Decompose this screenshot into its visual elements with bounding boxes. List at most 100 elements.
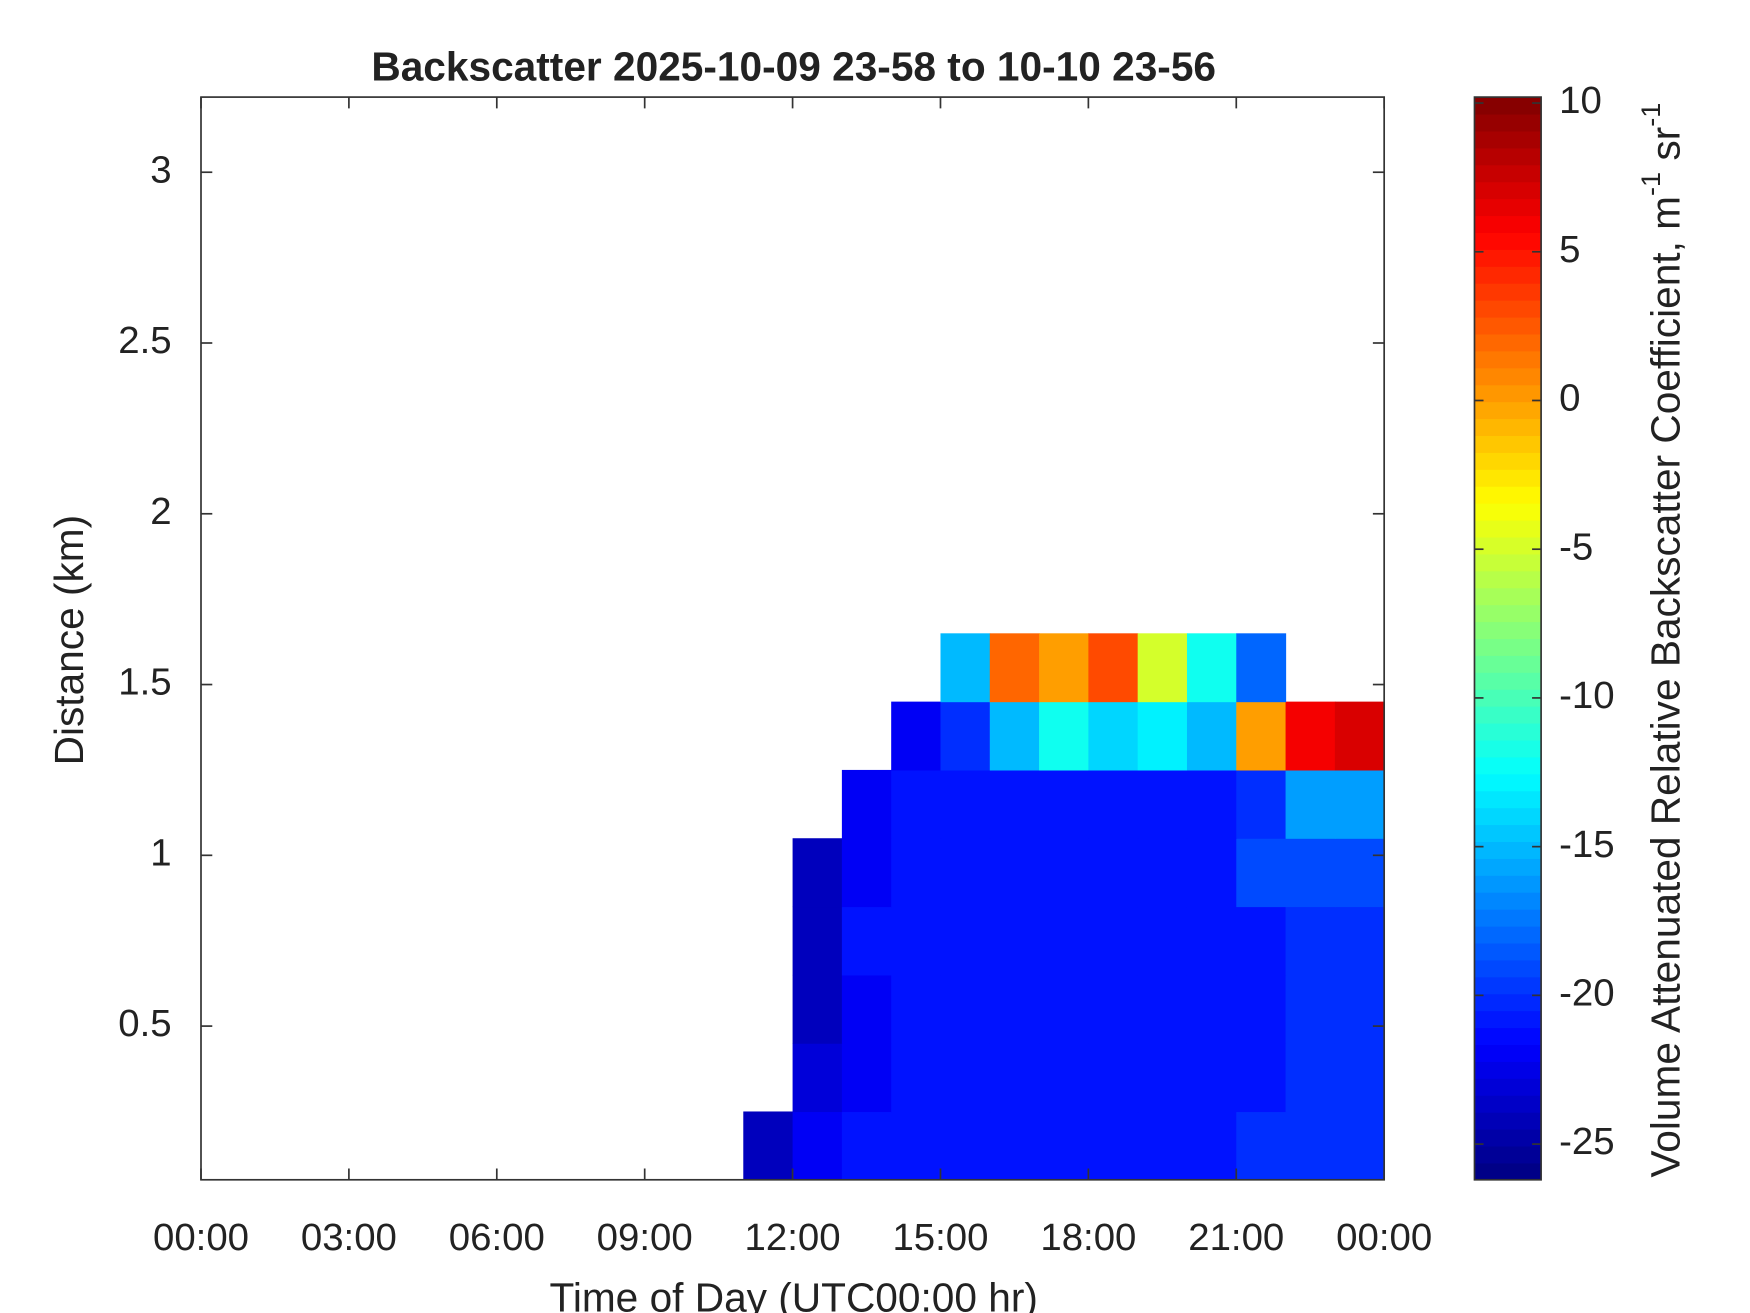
x-tick-label: 00:00 <box>153 1216 249 1259</box>
heatmap-cell <box>891 1111 942 1180</box>
colorbar-label-sup: -1 <box>1635 103 1666 127</box>
colorbar-swatch <box>1474 1078 1542 1096</box>
colorbar-swatch <box>1474 147 1542 166</box>
colorbar-swatch <box>1474 130 1542 149</box>
heatmap-cell <box>940 906 991 976</box>
colorbar-swatch <box>1474 875 1542 893</box>
colorbar-swatch <box>1474 723 1542 741</box>
colorbar-swatch <box>1474 570 1542 589</box>
colorbar-swatch <box>1474 1027 1542 1046</box>
heatmap-cell <box>989 974 1040 1044</box>
x-tick-label: 21:00 <box>1188 1216 1284 1259</box>
heatmap-cell <box>1088 906 1139 976</box>
colorbar-swatch <box>1474 807 1542 826</box>
heatmap-cell <box>1039 838 1089 908</box>
heatmap-cell <box>1186 769 1237 839</box>
heatmap-cell <box>891 906 942 976</box>
x-tick-label: 15:00 <box>892 1216 988 1259</box>
colorbar-swatch <box>1474 1145 1542 1164</box>
heatmap-cell <box>1039 633 1089 703</box>
colorbar-swatch <box>1474 283 1542 301</box>
colorbar-swatch <box>1474 469 1542 487</box>
x-tick-label: 18:00 <box>1040 1216 1136 1259</box>
colorbar-label-sup: -1 <box>1635 172 1666 196</box>
colorbar-tick-label: -10 <box>1559 674 1614 717</box>
colorbar-tick-label: 10 <box>1559 79 1602 122</box>
heatmap-cell <box>940 769 991 839</box>
y-axis-label: Distance (km) <box>46 515 92 766</box>
colorbar-swatch <box>1474 384 1542 403</box>
heatmap-cell <box>841 838 892 908</box>
colorbar-swatch <box>1474 892 1542 910</box>
colorbar-swatch <box>1474 536 1542 555</box>
y-tick-label: 1.5 <box>118 661 171 704</box>
colorbar-swatch <box>1474 1129 1542 1147</box>
heatmap-cell <box>1285 1111 1336 1180</box>
colorbar-label: Volume Attenuated Relative Backscatter C… <box>1635 103 1688 1178</box>
heatmap-cell <box>1236 769 1287 839</box>
colorbar-swatch <box>1474 333 1542 352</box>
heatmap-cell <box>1285 906 1336 976</box>
heatmap-cell <box>841 769 892 839</box>
colorbar-swatch <box>1474 1044 1542 1062</box>
heatmap-cell <box>1334 1043 1385 1113</box>
heatmap-cell <box>1088 838 1139 908</box>
colorbar-swatch <box>1474 435 1542 453</box>
colorbar-swatch <box>1474 621 1542 640</box>
colorbar-swatch <box>1474 587 1542 606</box>
heatmap-cell <box>1285 701 1336 771</box>
heatmap-cell <box>792 974 843 1044</box>
heatmap-cell <box>1186 633 1237 703</box>
heatmap-cell <box>940 1043 991 1113</box>
heatmap-cell <box>1137 1043 1188 1113</box>
colorbar-swatch <box>1474 909 1542 927</box>
heatmap-cell <box>989 701 1040 771</box>
colorbar-frame <box>1473 96 1542 1181</box>
heatmap-cell <box>1039 906 1089 976</box>
heatmap-cell <box>891 974 942 1044</box>
colorbar-swatch <box>1474 418 1542 436</box>
heatmap-cell <box>1137 701 1188 771</box>
heatmap-cell <box>841 974 892 1044</box>
heatmap-cell <box>940 838 991 908</box>
colorbar-swatch <box>1474 756 1542 775</box>
heatmap-cell <box>891 1043 942 1113</box>
colorbar-tick-label: -25 <box>1559 1120 1614 1163</box>
heatmap-cell <box>841 1111 892 1180</box>
heatmap-cell <box>1285 769 1336 839</box>
heatmap-cell <box>1285 974 1336 1044</box>
heatmap-cell <box>1039 1111 1089 1180</box>
heatmap-cell <box>989 769 1040 839</box>
heatmap-cell <box>1334 974 1385 1044</box>
chart-title: Backscatter 2025-10-09 23-58 to 10-10 23… <box>371 44 1216 90</box>
colorbar-tick-label: -20 <box>1559 972 1614 1015</box>
y-tick-label: 0.5 <box>118 1002 171 1045</box>
heatmap-cell <box>1088 769 1139 839</box>
colorbar-swatch <box>1474 824 1542 843</box>
heatmap-cell <box>1088 633 1139 703</box>
y-tick-label: 2.5 <box>118 319 171 362</box>
x-tick-label: 03:00 <box>301 1216 397 1259</box>
heatmap-cell <box>989 838 1040 908</box>
colorbar-swatch <box>1474 486 1542 504</box>
colorbar-swatch <box>1474 841 1542 859</box>
x-tick-label: 00:00 <box>1336 1216 1432 1259</box>
colorbar-swatch <box>1474 198 1542 217</box>
colorbar-tick-label: 0 <box>1559 377 1580 420</box>
heatmap-cell <box>1137 633 1188 703</box>
heatmap-cell <box>1137 769 1188 839</box>
colorbar-swatch <box>1474 706 1542 724</box>
colorbar-label-text: sr <box>1642 127 1688 172</box>
colorbar-swatch <box>1474 215 1542 233</box>
colorbar-swatch <box>1474 739 1542 758</box>
heatmap-cell <box>940 633 991 703</box>
heatmap-cell <box>1039 974 1089 1044</box>
colorbar-swatch <box>1474 1095 1542 1113</box>
heatmap-cell <box>792 838 843 908</box>
heatmap-cell <box>1137 906 1188 976</box>
colorbar-swatch <box>1474 97 1542 115</box>
colorbar-swatch <box>1474 858 1542 876</box>
heatmap-cell <box>1236 906 1287 976</box>
heatmap-cell <box>1039 1043 1089 1113</box>
heatmap-cell <box>1334 906 1385 976</box>
